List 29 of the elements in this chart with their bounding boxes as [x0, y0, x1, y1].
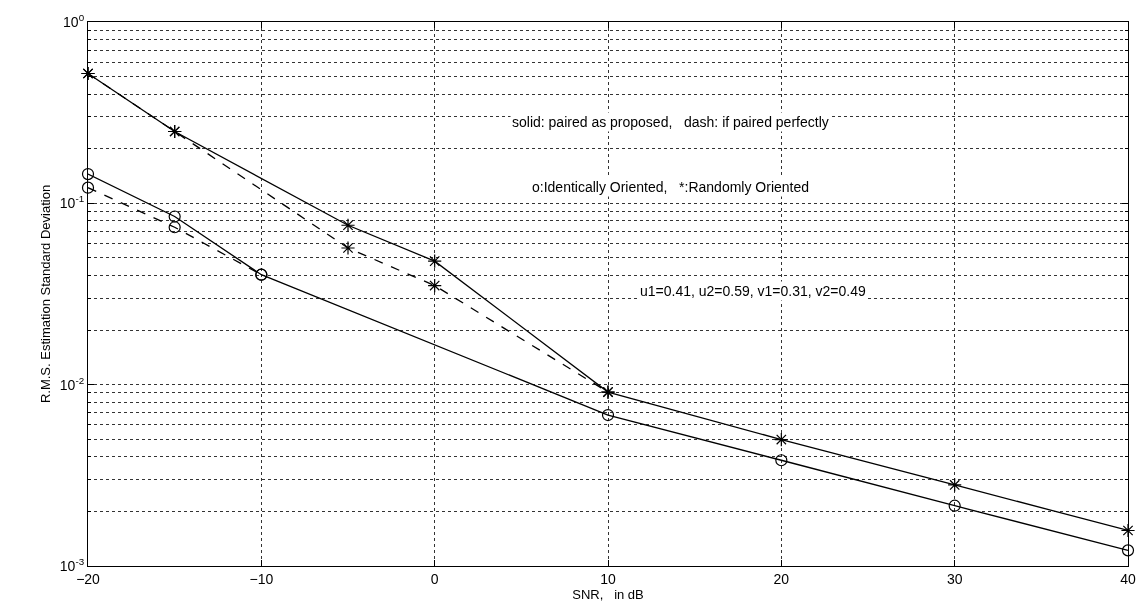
y-tick-label: 10$^{-2}$ [59, 374, 85, 393]
point [340, 240, 356, 256]
point [948, 499, 961, 512]
point [775, 454, 788, 467]
point [168, 221, 181, 234]
point [81, 181, 95, 194]
x-axis-title: SNR, in dB [572, 586, 644, 602]
point [340, 218, 356, 233]
annotation: o:Identically Oriented, *:Randomly Oriented [532, 179, 810, 195]
x-tick-label: 20 [773, 570, 790, 587]
y-tick-label: 10$^{-1}$ [59, 193, 85, 212]
point [427, 278, 442, 293]
y-axis-title: R.M.S. Estimation Standard Deviation [37, 184, 53, 404]
point [947, 477, 962, 493]
x-tick-label: 40 [1120, 570, 1136, 587]
annotation: solid: paired as proposed, dash: if paired perfectly [512, 114, 829, 130]
annotation: u1=0.41, u2=0.59, v1=0.31, v2=0.49 [640, 283, 866, 299]
x-tick-label: −10 [249, 570, 274, 587]
point [168, 210, 181, 223]
point [1120, 523, 1136, 538]
x-tick-label: 30 [946, 570, 963, 587]
point [427, 253, 442, 269]
point [601, 408, 615, 422]
point [81, 167, 95, 181]
point [774, 432, 789, 447]
y-tick-label: 10$^{0}$ [63, 12, 85, 30]
point [1121, 544, 1135, 557]
x-tick-label: 0 [430, 570, 439, 587]
x-tick-label: 10 [600, 570, 616, 587]
